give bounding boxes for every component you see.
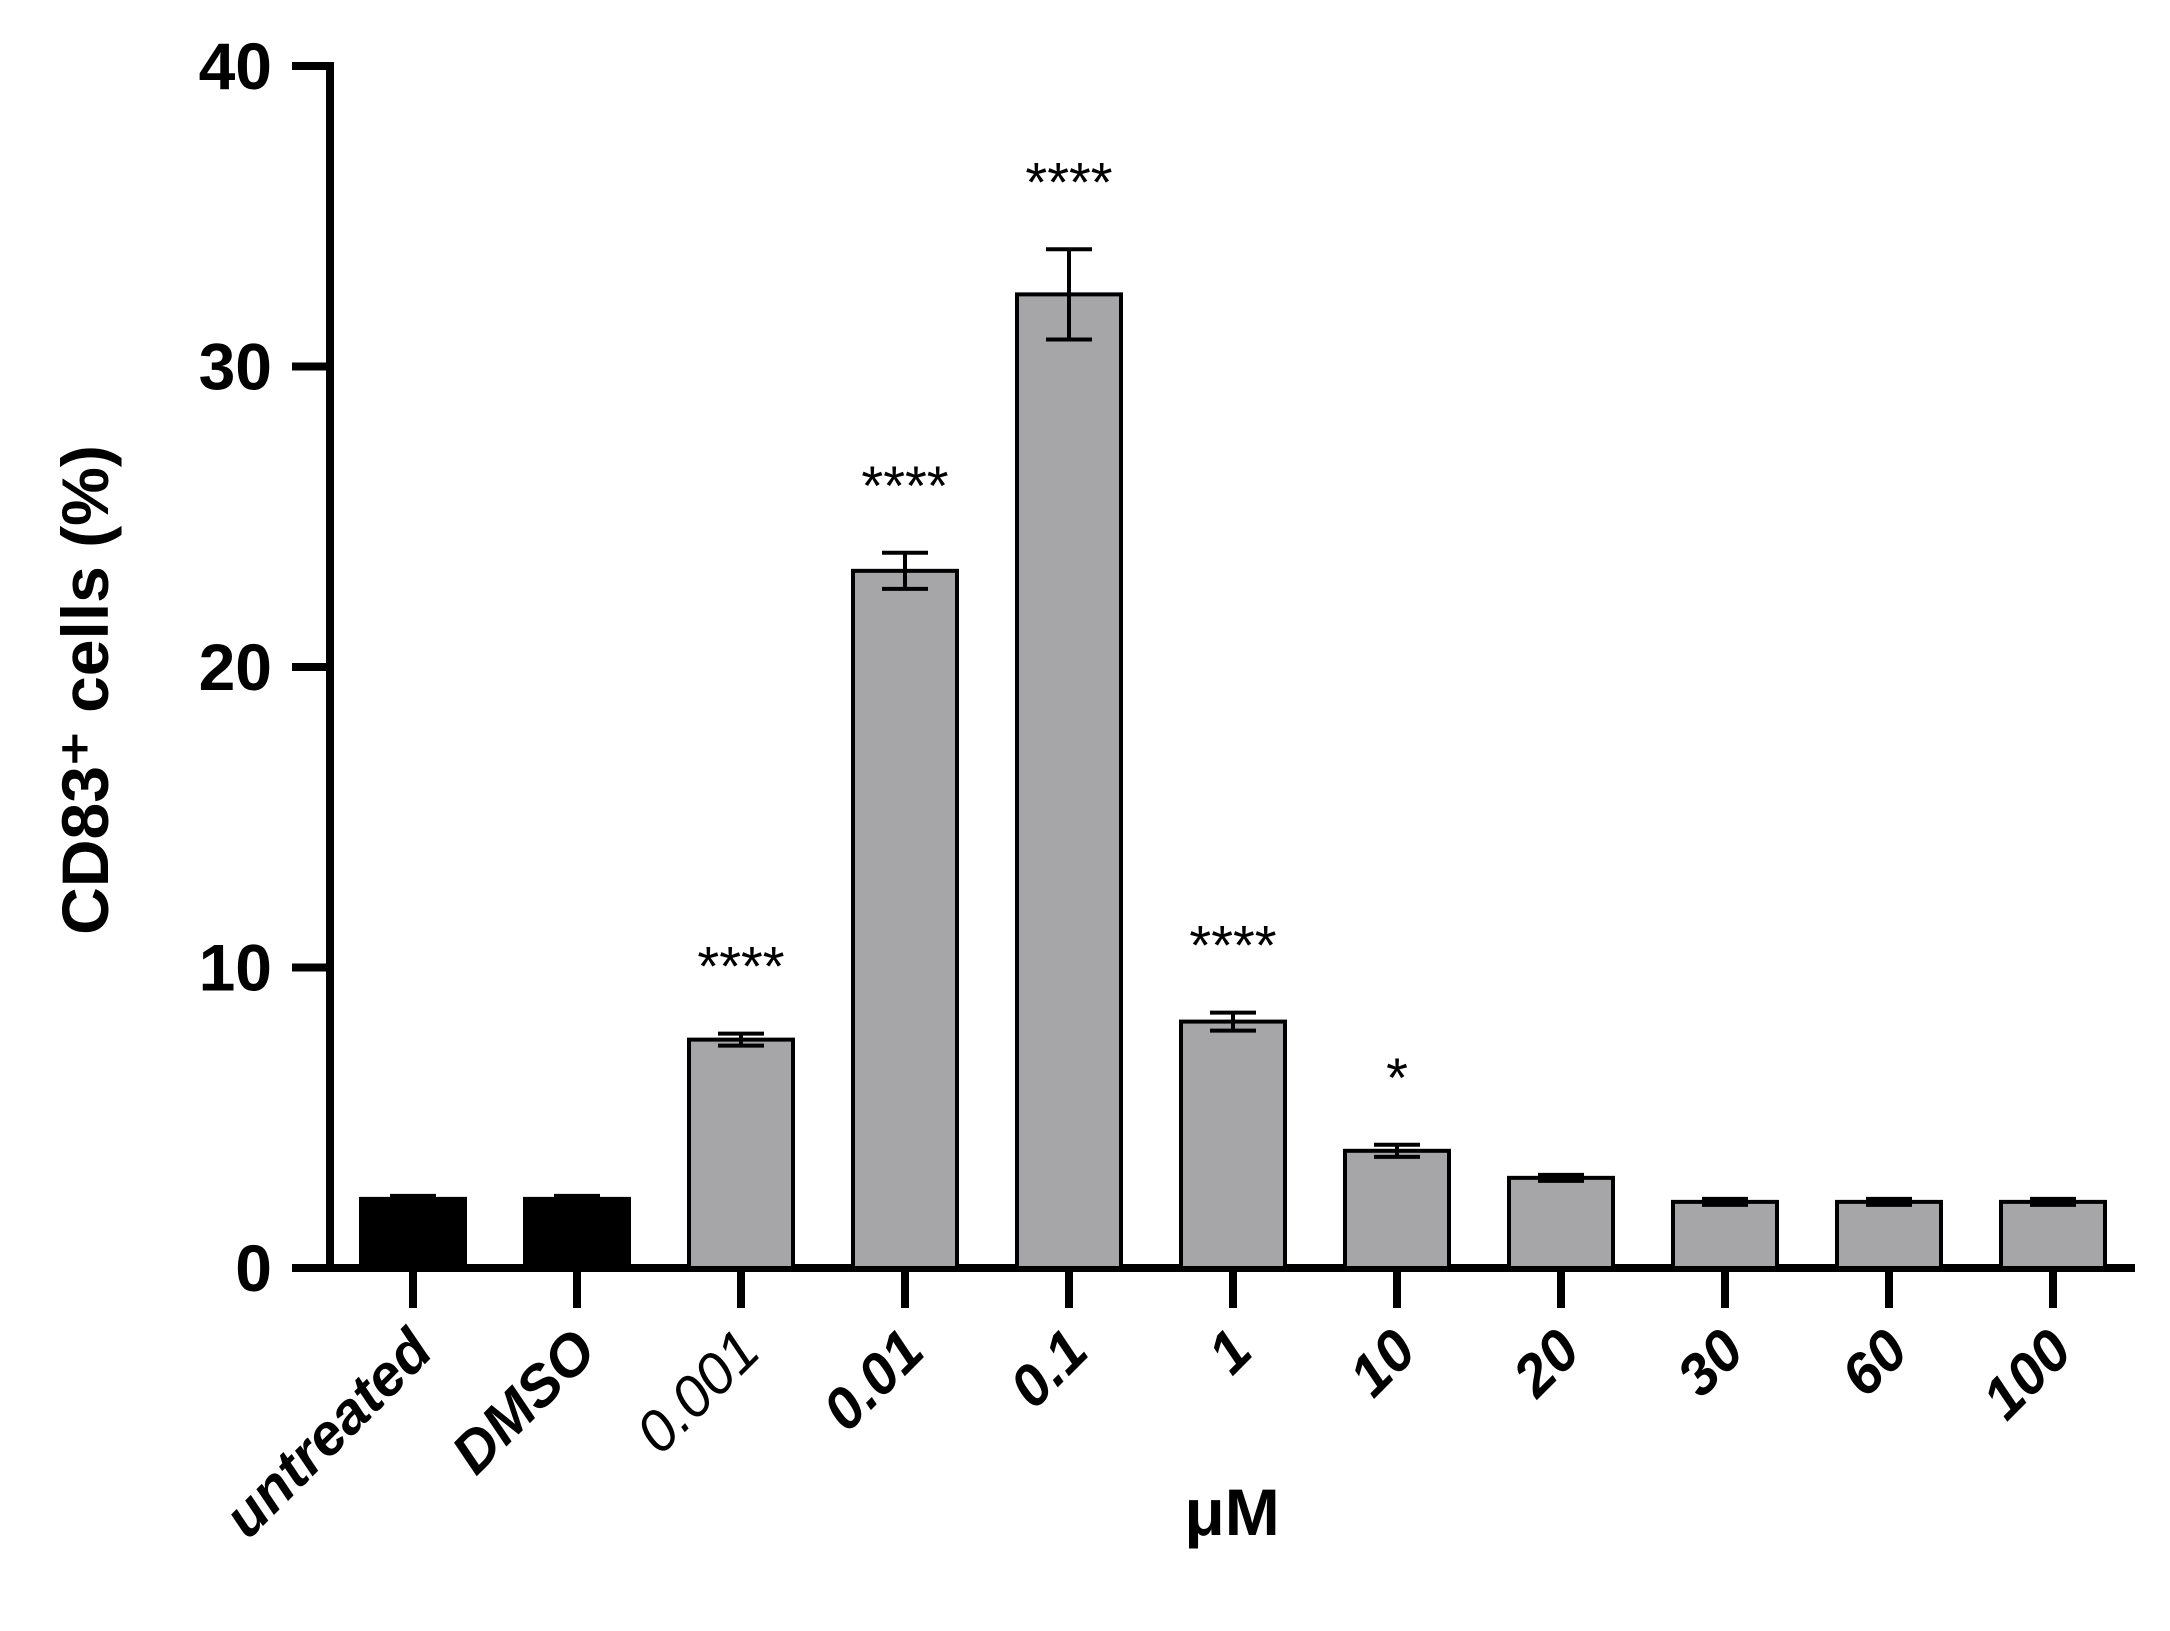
x-tick-label: 100 [1970, 1317, 2084, 1431]
bar [359, 1196, 467, 1271]
x-tick-label: 30 [1665, 1317, 1757, 1409]
x-tick-label: 0.001 [624, 1317, 773, 1466]
y-tick-label: 20 [199, 630, 272, 704]
significance-label: **** [1025, 150, 1112, 213]
x-tick-label: 0.1 [997, 1317, 1100, 1420]
x-tick-label: 1 [1195, 1317, 1264, 1386]
bar [1015, 292, 1123, 1270]
bars-group [359, 247, 2107, 1271]
significance-label: * [1386, 1046, 1408, 1109]
y-tick-label: 30 [199, 330, 272, 404]
bar [1343, 1148, 1451, 1271]
significance-label: **** [697, 935, 784, 998]
x-tick-label: 0.01 [810, 1317, 936, 1443]
bar [1507, 1175, 1615, 1270]
x-tick-label: 20 [1500, 1317, 1592, 1409]
significance-label: **** [1189, 914, 1276, 977]
significance-label: **** [861, 454, 948, 517]
bar [1835, 1199, 1943, 1271]
x-axis-title: μM [1184, 1475, 1279, 1549]
bar [1999, 1199, 2107, 1271]
bar [1179, 1019, 1287, 1271]
y-axis-title: CD83⁺ cells (%) [48, 445, 122, 935]
bar [1671, 1199, 1779, 1271]
y-tick-label: 40 [199, 29, 272, 103]
y-tick-label: 10 [199, 931, 272, 1005]
bar [851, 568, 959, 1270]
bar [687, 1037, 795, 1270]
y-tick-label: 0 [235, 1231, 272, 1305]
x-tick-label: 60 [1829, 1317, 1921, 1409]
bar [523, 1196, 631, 1271]
x-tick-label: 10 [1337, 1317, 1429, 1409]
x-tick-label: untreated [211, 1316, 445, 1550]
x-tick-label: DMSO [439, 1317, 608, 1486]
